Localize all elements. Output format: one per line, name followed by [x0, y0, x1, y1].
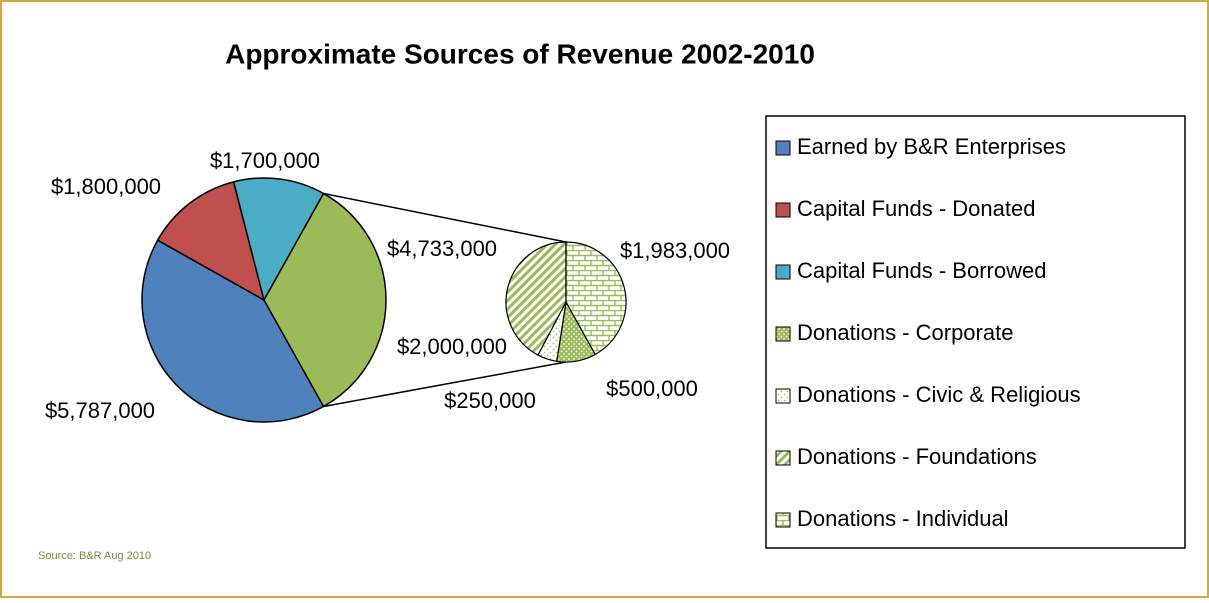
legend-label: Donations - Corporate [797, 320, 1013, 345]
legend-swatch [775, 326, 791, 342]
legend-swatch [775, 450, 791, 466]
connector-line [323, 361, 567, 408]
data-label: $250,000 [444, 388, 536, 413]
connector-line [323, 192, 567, 243]
legend-label: Capital Funds - Borrowed [797, 258, 1046, 283]
legend-label: Capital Funds - Donated [797, 196, 1035, 221]
data-label: $1,700,000 [210, 148, 320, 173]
data-label: $5,787,000 [45, 398, 155, 423]
legend-swatch [775, 264, 791, 280]
legend-label: Donations - Civic & Religious [797, 382, 1081, 407]
legend-label: Donations - Individual [797, 506, 1009, 531]
legend-label: Earned by B&R Enterprises [797, 134, 1066, 159]
legend-swatch [775, 512, 791, 528]
chart-title: Approximate Sources of Revenue 2002-2010 [225, 38, 815, 69]
data-label: $1,800,000 [51, 174, 161, 199]
pie-slice [141, 239, 325, 423]
data-label: $2,000,000 [397, 334, 507, 359]
data-label: $500,000 [606, 376, 698, 401]
pie-slice [263, 192, 387, 408]
legend-box [765, 115, 1186, 549]
legend-swatch [775, 388, 791, 404]
pie-slice [565, 241, 627, 356]
legend-swatch [775, 140, 791, 156]
pie-slice [505, 241, 567, 356]
pie-slice [156, 180, 266, 302]
source-note: Source: B&R Aug 2010 [38, 550, 151, 562]
data-label: $4,733,000 [387, 236, 497, 261]
legend-swatch [775, 202, 791, 218]
pie-slice [232, 177, 325, 303]
legend-label: Donations - Foundations [797, 444, 1037, 469]
data-label: $1,983,000 [620, 238, 730, 263]
